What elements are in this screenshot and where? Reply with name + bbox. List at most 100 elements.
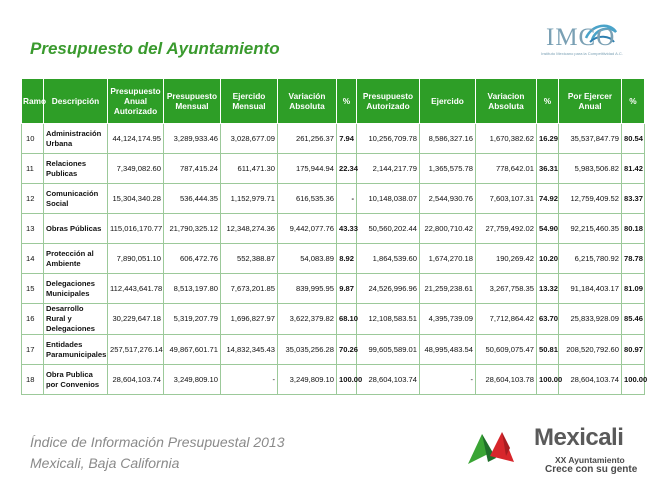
cell-ejercido: 48,995,483.54 [419, 334, 476, 365]
cell-ejercido: 2,544,930.76 [419, 183, 476, 214]
cell-var-abs: 175,944.94 [277, 153, 337, 184]
column-header: Variación Absoluta [277, 78, 337, 124]
cell-var-abs2: 28,604,103.78 [475, 364, 537, 395]
cell-pct1: - [336, 183, 357, 214]
cell-pct3: 80.54 [621, 123, 645, 154]
cell-pct2: 54.90 [536, 213, 559, 244]
cell-por-ejercer: 92,215,460.35 [558, 213, 622, 244]
cell-pct1: 70.26 [336, 334, 358, 365]
cell-anual: 7,349,082.60 [107, 153, 164, 184]
cell-por-ejercer: 91,184,403.17 [558, 273, 622, 304]
cell-var-abs2: 3,267,758.35 [475, 273, 537, 304]
cell-autorizado: 1,864,539.60 [356, 243, 420, 274]
cell-autorizado: 2,144,217.79 [356, 153, 420, 184]
cell-pct2: 16.29 [536, 123, 559, 154]
footer-index-title: Índice de Información Presupuestal 2013 [30, 434, 285, 450]
cell-por-ejercer: 25,833,928.09 [558, 303, 622, 335]
cell-mensual: 49,867,601.71 [163, 334, 221, 365]
cell-ejercido: 1,365,575.78 [419, 153, 476, 184]
cell-ejercido-m: 12,348,274.36 [220, 213, 278, 244]
cell-desc: Delegaciones Municipales [43, 273, 108, 304]
cell-pct2: 50.81 [536, 334, 559, 365]
table-row: 15 Delegaciones Municipales 112,443,641.78… [21, 273, 645, 304]
cell-ejercido-m: 14,832,345.43 [220, 334, 278, 365]
mexicali-logo-slogan: Crece con su gente [545, 464, 638, 475]
mexicali-logo-name: Mexicali [534, 424, 624, 451]
cell-mensual: 5,319,207.79 [163, 303, 221, 335]
cell-autorizado: 24,526,996.96 [356, 273, 420, 304]
cell-mensual: 787,415.24 [163, 153, 221, 184]
cell-desc: Desarrollo Rural y Delegaciones [43, 303, 108, 335]
cell-pct3: 80.18 [621, 213, 645, 244]
cell-pct3: 80.97 [621, 334, 645, 365]
cell-anual: 115,016,170.77 [107, 213, 164, 244]
imco-logo-text: IMCO [546, 24, 616, 51]
column-header: % [336, 78, 357, 124]
column-header: Ramo [21, 78, 46, 124]
cell-pct1: 7.94 [336, 123, 357, 154]
table-body: 10 Administración Urbana 44,124,174.95 3,28… [21, 123, 647, 395]
table-row: 10 Administración Urbana 44,124,174.95 3,28… [21, 123, 645, 154]
cell-var-abs2: 7,603,107.31 [475, 183, 537, 214]
cell-desc: Entidades Paramunicipales [43, 334, 108, 365]
mexicali-logo-icon [468, 432, 514, 464]
column-header: Presupuesto Autorizado [356, 78, 420, 124]
cell-ejercido: 21,259,238.61 [419, 273, 476, 304]
cell-por-ejercer: 35,537,847.79 [558, 123, 622, 154]
cell-autorizado: 28,604,103.74 [356, 364, 420, 395]
table-row: 17 Entidades Paramunicipales 257,517,276.1… [21, 334, 645, 365]
cell-mensual: 3,249,809.10 [163, 364, 221, 395]
cell-mensual: 8,513,197.80 [163, 273, 221, 304]
mexicali-logo-ayuntamiento: XX Ayuntamiento [555, 455, 625, 465]
table-row: 14 Protección al Ambiente 7,890,051.10 606,… [21, 243, 645, 274]
budget-table: Ramo Descripción Presupuesto Anual Autoriz… [21, 78, 647, 395]
cell-pct1: 22.34 [336, 153, 358, 184]
column-header: % [536, 78, 559, 124]
column-header: Descripción [43, 78, 108, 124]
column-header: Presupuesto Anual Autorizado [107, 78, 164, 124]
cell-mensual: 536,444.35 [163, 183, 221, 214]
cell-por-ejercer: 28,604,103.74 [558, 364, 622, 395]
table-header-row: Ramo Descripción Presupuesto Anual Autoriz… [21, 78, 645, 124]
cell-pct1: 100.00 [336, 364, 362, 395]
cell-pct3: 83.37 [621, 183, 645, 214]
cell-pct2: 74.92 [536, 183, 559, 214]
table-row: 18 Obra Publica por Convenios 28,604,103.7… [21, 364, 647, 395]
cell-mensual: 21,790,325.12 [163, 213, 221, 244]
cell-pct3: 85.46 [621, 303, 645, 335]
cell-anual: 30,229,647.18 [107, 303, 164, 335]
cell-por-ejercer: 12,759,409.52 [558, 183, 622, 214]
column-header: Ejercido [419, 78, 476, 124]
cell-ramo: 15 [21, 273, 44, 304]
table-row: 12 Comunicación Social 15,304,340.28 536,44… [21, 183, 645, 214]
cell-ejercido-m: - [220, 364, 278, 395]
cell-por-ejercer: 6,215,780.92 [558, 243, 622, 274]
cell-pct2: 13.32 [536, 273, 559, 304]
column-header: Por Ejercer Anual [558, 78, 622, 124]
cell-var-abs2: 7,712,864.42 [475, 303, 537, 335]
cell-ejercido: 1,674,270.18 [419, 243, 476, 274]
cell-ramo: 14 [21, 243, 44, 274]
cell-ejercido-m: 1,696,827.97 [220, 303, 278, 335]
cell-pct2: 63.70 [536, 303, 559, 335]
cell-desc: Comunicación Social [43, 183, 108, 214]
cell-pct1: 68.10 [336, 303, 358, 335]
cell-var-abs: 3,249,809.10 [277, 364, 337, 395]
cell-var-abs: 261,256.37 [277, 123, 337, 154]
table-row: 11 Relaciones Publicas 7,349,082.60 787,415… [21, 153, 645, 184]
cell-ramo: 17 [21, 334, 44, 365]
cell-pct2: 36.31 [536, 153, 559, 184]
cell-mensual: 606,472.76 [163, 243, 221, 274]
column-header: Presupuesto Mensual [163, 78, 221, 124]
cell-ramo: 16 [21, 303, 44, 335]
cell-por-ejercer: 208,520,792.60 [558, 334, 622, 365]
table-row: 13 Obras Públicas 115,016,170.77 21,790,325… [21, 213, 645, 244]
cell-anual: 257,517,276.14 [107, 334, 164, 365]
cell-desc: Relaciones Publicas [43, 153, 108, 184]
imco-logo-tagline: Instituto Mexicano para la Competitivida… [541, 51, 623, 56]
cell-desc: Protección al Ambiente [43, 243, 108, 274]
cell-ejercido-m: 3,028,677.09 [220, 123, 278, 154]
cell-anual: 28,604,103.74 [107, 364, 164, 395]
cell-var-abs: 839,995.95 [277, 273, 337, 304]
cell-var-abs2: 778,642.01 [475, 153, 537, 184]
